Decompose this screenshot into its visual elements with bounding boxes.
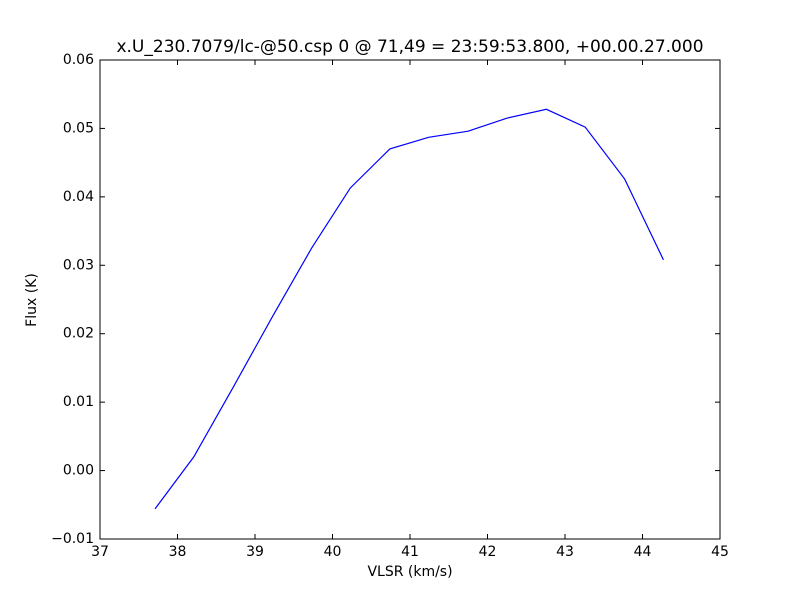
y-tick-label: 0.06 (63, 52, 94, 68)
y-tick-label: 0.03 (63, 257, 94, 273)
x-axis-label: VLSR (km/s) (367, 564, 452, 580)
y-tick-label: −0.01 (51, 531, 94, 547)
chart-title: x.U_230.7079/lc-@50.csp 0 @ 71,49 = 23:5… (116, 37, 703, 57)
data-line (154, 108, 664, 510)
y-tick-label: 0.00 (63, 463, 94, 479)
x-tick-label: 45 (711, 544, 729, 560)
y-tick-label: 0.01 (63, 394, 94, 410)
x-tick-label: 44 (634, 544, 652, 560)
x-tick-label: 40 (324, 544, 342, 560)
y-tick-label: 0.04 (63, 189, 94, 205)
x-tick-label: 41 (401, 544, 419, 560)
x-tick-label: 38 (169, 544, 187, 560)
x-tick-label: 43 (556, 544, 574, 560)
plot-frame (99, 59, 721, 540)
y-tick-label: 0.05 (63, 120, 94, 136)
y-axis-label: Flux (K) (24, 273, 40, 327)
x-tick-label: 39 (246, 544, 264, 560)
x-tick-label: 37 (91, 544, 109, 560)
y-tick-label: 0.02 (63, 326, 94, 342)
x-tick-label: 42 (479, 544, 497, 560)
